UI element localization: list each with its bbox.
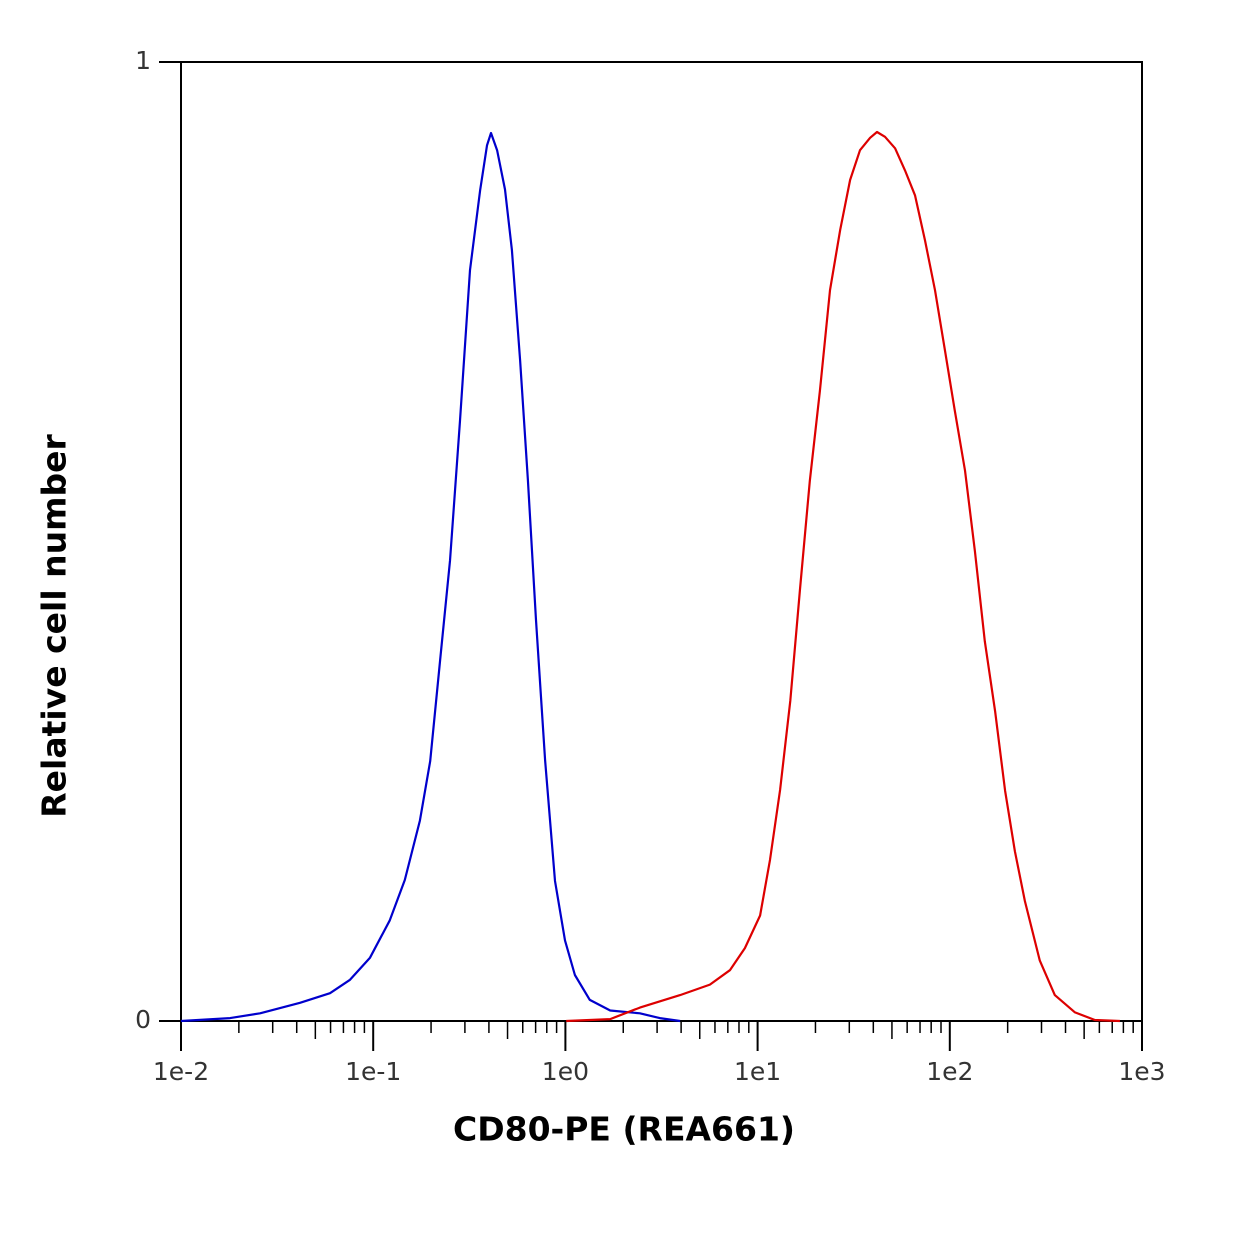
y-tick-label: 1 [135,46,151,75]
y-tick-label: 0 [135,1005,151,1034]
x-tick-label: 1e0 [542,1057,589,1086]
x-tick-label: 1e-1 [345,1057,401,1086]
x-tick-label: 1e3 [1118,1057,1165,1086]
x-tick-label: 1e-2 [153,1057,209,1086]
x-axis-title: CD80-PE (REA661) [453,1110,795,1149]
x-tick-label: 1e2 [926,1057,973,1086]
histogram-line [180,131,681,1023]
x-tick-label: 1e1 [734,1057,781,1086]
histogram-line [566,130,1120,1023]
y-axis-title: Relative cell number [35,434,74,818]
plot-frame [180,61,1143,1022]
